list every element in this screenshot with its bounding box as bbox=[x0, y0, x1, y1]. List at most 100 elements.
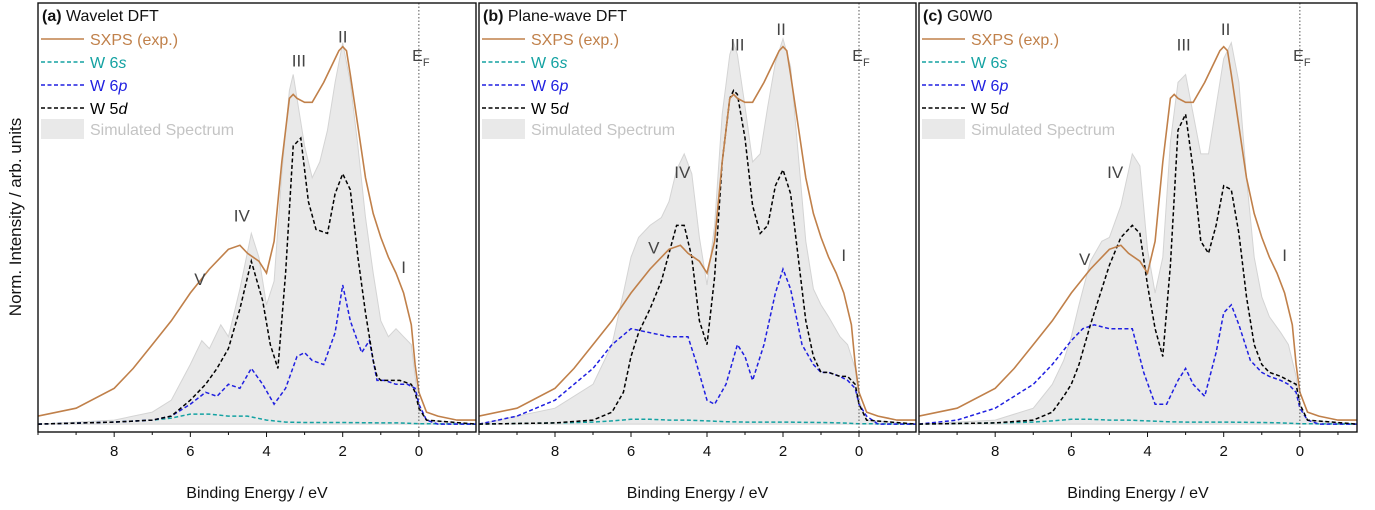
legend-label-w5d: W 5d bbox=[531, 101, 569, 118]
legend-label-text: W 6 bbox=[971, 78, 1000, 95]
x-tick-label: 2 bbox=[1220, 443, 1228, 460]
legend-label-w6p: W 6p bbox=[531, 78, 568, 95]
legend-label-w5d: W 5d bbox=[90, 101, 128, 118]
panel-title: (a) Wavelet DFT bbox=[42, 8, 159, 25]
x-tick-label: 8 bbox=[551, 443, 559, 460]
plot-area bbox=[38, 3, 476, 432]
y-axis-label: Norm. Intensity / arb. units bbox=[6, 118, 25, 316]
legend-label-text: W 6 bbox=[90, 55, 119, 72]
series-w6s bbox=[38, 413, 476, 425]
legend-orbital: p bbox=[998, 78, 1008, 95]
panel-title-text: Plane-wave DFT bbox=[503, 8, 627, 25]
x-tick-label: 0 bbox=[855, 443, 863, 460]
panel-letter: (a) bbox=[42, 8, 62, 25]
peak-label: I bbox=[841, 246, 846, 265]
panel-a: 8 6 4 2 0 Binding Energy / eV (a) Wavelet DFT S… bbox=[37, 2, 477, 502]
legend-label-text: W 5 bbox=[971, 101, 1000, 118]
peak-label: IV bbox=[1107, 163, 1124, 182]
legend-label-sim: Simulated Spectrum bbox=[90, 122, 234, 139]
legend-label-w6p: W 6p bbox=[971, 78, 1008, 95]
series-w6p bbox=[919, 303, 1357, 425]
legend-label-sxps: SXPS (exp.) bbox=[971, 32, 1059, 49]
legend-orbital: p bbox=[558, 78, 568, 95]
legend-swatch-sim bbox=[922, 119, 965, 139]
panel-title: (b) Plane-wave DFT bbox=[483, 8, 627, 25]
x-axis-label: Binding Energy / eV bbox=[627, 485, 769, 502]
peak-label: I bbox=[1282, 246, 1287, 265]
peak-label: II bbox=[776, 20, 785, 39]
series-w5d bbox=[38, 136, 476, 425]
plot-area bbox=[479, 3, 916, 432]
x-tick-label: 4 bbox=[1143, 443, 1151, 460]
x-axis-label: Binding Energy / eV bbox=[186, 485, 328, 502]
legend-label-text: SXPS (exp.) bbox=[90, 32, 178, 49]
x-tick-label: 6 bbox=[186, 443, 194, 460]
panel-c: 8 6 4 2 0 Binding Energy / eV (c) G0W0 SXPS (ex… bbox=[918, 2, 1358, 502]
panel-frame bbox=[918, 2, 1358, 433]
series-simulated-spectrum bbox=[38, 42, 476, 425]
legend-label-w5d: W 5d bbox=[971, 101, 1009, 118]
peak-label: IV bbox=[674, 163, 691, 182]
legend-label-text: SXPS (exp.) bbox=[531, 32, 619, 49]
peak-label: V bbox=[194, 270, 206, 289]
peak-label: V bbox=[648, 238, 660, 257]
legend-label-text: W 6 bbox=[531, 55, 560, 72]
x-tick-label: 0 bbox=[1296, 443, 1304, 460]
legend-orbital: d bbox=[118, 101, 128, 118]
legend-label-text: W 6 bbox=[90, 78, 119, 95]
legend-label-w6p: W 6p bbox=[90, 78, 127, 95]
peak-label: II bbox=[338, 28, 347, 47]
peak-label: V bbox=[1079, 250, 1091, 269]
panel-frame bbox=[478, 2, 917, 433]
series-w6p bbox=[38, 284, 476, 425]
legend-label-w6s: W 6s bbox=[90, 55, 126, 72]
legend-orbital: d bbox=[559, 101, 569, 118]
peak-label: II bbox=[1221, 20, 1230, 39]
series-w6s bbox=[479, 418, 916, 425]
panel-b: 8 6 4 2 0 Binding Energy / eV (b) Plane-wave D… bbox=[478, 2, 917, 502]
legend-label-text: W 6 bbox=[531, 78, 560, 95]
x-tick-label: 0 bbox=[415, 443, 423, 460]
fermi-label-sub: F bbox=[1304, 57, 1311, 69]
panel-title-text: G0W0 bbox=[943, 8, 993, 25]
legend-swatch-sim bbox=[41, 119, 84, 139]
x-tick-label: 4 bbox=[703, 443, 711, 460]
series-w6s bbox=[919, 418, 1357, 425]
series-sxps bbox=[38, 45, 476, 421]
x-tick-label: 2 bbox=[779, 443, 787, 460]
plot-area bbox=[919, 3, 1357, 432]
series-w5d bbox=[479, 89, 916, 425]
legend-orbital: s bbox=[999, 55, 1007, 72]
fermi-level-label: EF bbox=[1293, 48, 1311, 69]
legend-label-w6s: W 6s bbox=[531, 55, 567, 72]
x-tick-label: 6 bbox=[1067, 443, 1075, 460]
legend-label-text: W 5 bbox=[531, 101, 560, 118]
legend-orbital: p bbox=[117, 78, 127, 95]
panel-letter: (b) bbox=[483, 8, 503, 25]
panel-title-text: Wavelet DFT bbox=[62, 8, 159, 25]
peak-label: III bbox=[292, 52, 306, 71]
legend-orbital: s bbox=[559, 55, 567, 72]
legend-label-w6s: W 6s bbox=[971, 55, 1007, 72]
fermi-label-sub: F bbox=[863, 57, 870, 69]
fermi-level-label: EF bbox=[412, 48, 430, 69]
fermi-label-sub: F bbox=[423, 57, 430, 69]
series-sxps bbox=[479, 45, 916, 421]
legend-label-sxps: SXPS (exp.) bbox=[90, 32, 178, 49]
legend-orbital: s bbox=[118, 55, 126, 72]
peak-label: I bbox=[401, 258, 406, 277]
series-simulated-spectrum bbox=[919, 41, 1357, 425]
legend-label-text: SXPS (exp.) bbox=[971, 32, 1059, 49]
fermi-label-main: E bbox=[852, 48, 863, 65]
peak-label: III bbox=[730, 36, 744, 55]
panel-frame bbox=[37, 2, 477, 433]
fermi-level-label: EF bbox=[852, 48, 870, 69]
fermi-label-main: E bbox=[1293, 48, 1304, 65]
legend-label-sim: Simulated Spectrum bbox=[531, 122, 675, 139]
legend-label-text: W 5 bbox=[90, 101, 119, 118]
legend-orbital: d bbox=[999, 101, 1009, 118]
peak-label: IV bbox=[234, 206, 251, 225]
legend-swatch-sim bbox=[482, 119, 525, 139]
x-axis-label: Binding Energy / eV bbox=[1067, 485, 1209, 502]
